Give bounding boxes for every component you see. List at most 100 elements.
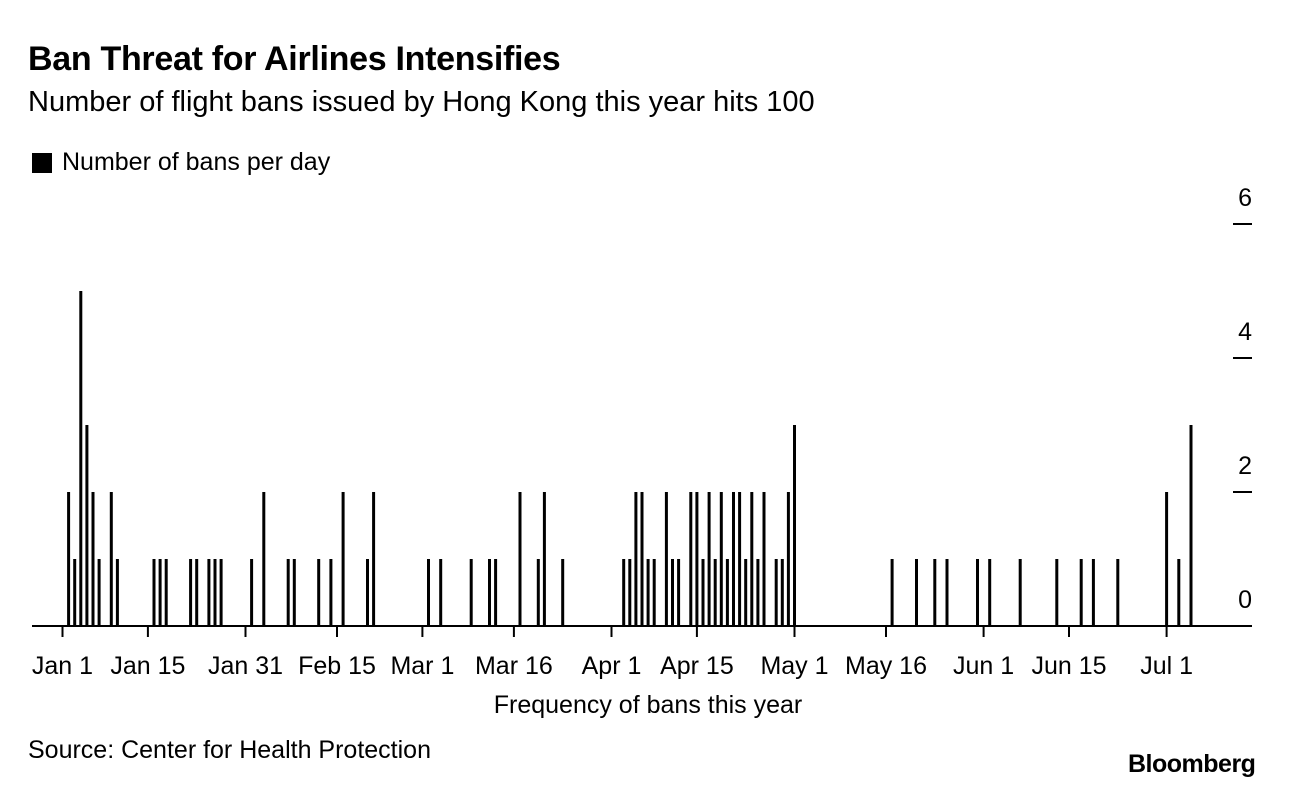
bar <box>988 559 992 626</box>
bar <box>634 492 638 626</box>
y-tick-label: 2 <box>1238 452 1252 480</box>
bar <box>195 559 199 626</box>
bar <box>189 559 193 626</box>
x-tick-label: Mar 1 <box>390 652 454 680</box>
bar <box>774 559 778 626</box>
x-tick-label: Jan 31 <box>208 652 283 680</box>
bar <box>652 559 656 626</box>
bar <box>646 559 650 626</box>
bar <box>713 559 717 626</box>
y-tick-label: 6 <box>1238 184 1252 212</box>
bar <box>1091 559 1095 626</box>
bar <box>677 559 681 626</box>
bar <box>439 559 443 626</box>
bar <box>1165 492 1169 626</box>
x-tick-label: Jun 15 <box>1031 652 1106 680</box>
bar <box>719 492 723 626</box>
bar <box>372 492 376 626</box>
bar <box>732 492 735 626</box>
bar <box>73 559 77 626</box>
bar <box>219 559 223 626</box>
bar <box>85 425 89 626</box>
bar <box>664 492 668 626</box>
bar <box>152 559 156 626</box>
bar <box>561 559 565 626</box>
legend: Number of bans per day <box>32 148 330 177</box>
bar <box>1079 559 1083 626</box>
bar <box>628 559 632 626</box>
chart-subtitle: Number of flight bans issued by Hong Kon… <box>28 86 815 118</box>
x-tick-label: Apr 1 <box>582 652 642 680</box>
bar <box>115 559 119 626</box>
bar <box>933 559 937 626</box>
x-tick-label: Mar 16 <box>475 652 553 680</box>
bar <box>1116 559 1120 626</box>
source-note: Source: Center for Health Protection <box>28 736 431 764</box>
bar <box>518 492 522 626</box>
bar <box>469 559 473 626</box>
bar <box>292 559 296 626</box>
bar <box>494 559 498 626</box>
bar <box>725 559 729 626</box>
bar <box>915 559 918 626</box>
bar <box>1055 559 1059 626</box>
bar <box>1018 559 1022 626</box>
bar <box>67 492 71 626</box>
y-tick-label: 0 <box>1238 586 1252 614</box>
bar <box>329 559 333 626</box>
bar <box>756 559 760 626</box>
x-tick-label: Apr 15 <box>660 652 734 680</box>
bar <box>91 492 95 626</box>
bar <box>640 492 644 626</box>
bar <box>317 559 321 626</box>
bar <box>976 559 979 626</box>
bar <box>762 492 766 626</box>
bar <box>622 559 626 626</box>
bar <box>286 559 290 626</box>
bar <box>786 492 790 626</box>
bar <box>164 559 168 626</box>
bar <box>701 559 705 626</box>
x-tick-label: Jun 1 <box>953 652 1014 680</box>
x-tick-label: Feb 15 <box>298 652 376 680</box>
bar <box>207 559 211 626</box>
bloomberg-logo: Bloomberg <box>1128 750 1256 778</box>
x-axis-title: Frequency of bans this year <box>494 691 803 719</box>
legend-label: Number of bans per day <box>62 148 331 176</box>
x-tick-label: Jan 1 <box>32 652 93 680</box>
bar <box>97 559 101 626</box>
bar <box>890 559 894 626</box>
bar <box>158 559 162 626</box>
bars-group <box>67 291 1193 626</box>
bar <box>79 291 83 626</box>
bar <box>945 559 949 626</box>
y-axis: 0 2 4 6 <box>1233 184 1252 614</box>
bar <box>750 492 754 626</box>
x-tick-label: May 1 <box>760 652 828 680</box>
y-tick-label: 4 <box>1238 318 1252 346</box>
x-axis: Jan 1 Jan 15 Jan 31 Feb 15 Mar 1 Mar 16 Apr 1 A… <box>32 626 1193 680</box>
bar <box>689 492 693 626</box>
x-tick-label: Jul 1 <box>1140 652 1193 680</box>
bar <box>341 492 345 626</box>
bar <box>1177 559 1181 626</box>
bar <box>671 559 674 626</box>
bar <box>488 559 491 626</box>
x-tick-label: May 16 <box>845 652 927 680</box>
bar <box>695 492 699 626</box>
bar <box>780 559 784 626</box>
bar <box>1189 425 1193 626</box>
bar <box>366 559 369 626</box>
bar <box>744 559 748 626</box>
bar <box>109 492 113 626</box>
bar <box>536 559 540 626</box>
bar <box>427 559 430 626</box>
bar <box>262 492 266 626</box>
legend-swatch <box>32 152 52 173</box>
bar <box>213 559 217 626</box>
x-tick-label: Jan 15 <box>110 652 185 680</box>
bar <box>707 492 711 626</box>
bar <box>542 492 546 626</box>
bar <box>793 425 796 626</box>
